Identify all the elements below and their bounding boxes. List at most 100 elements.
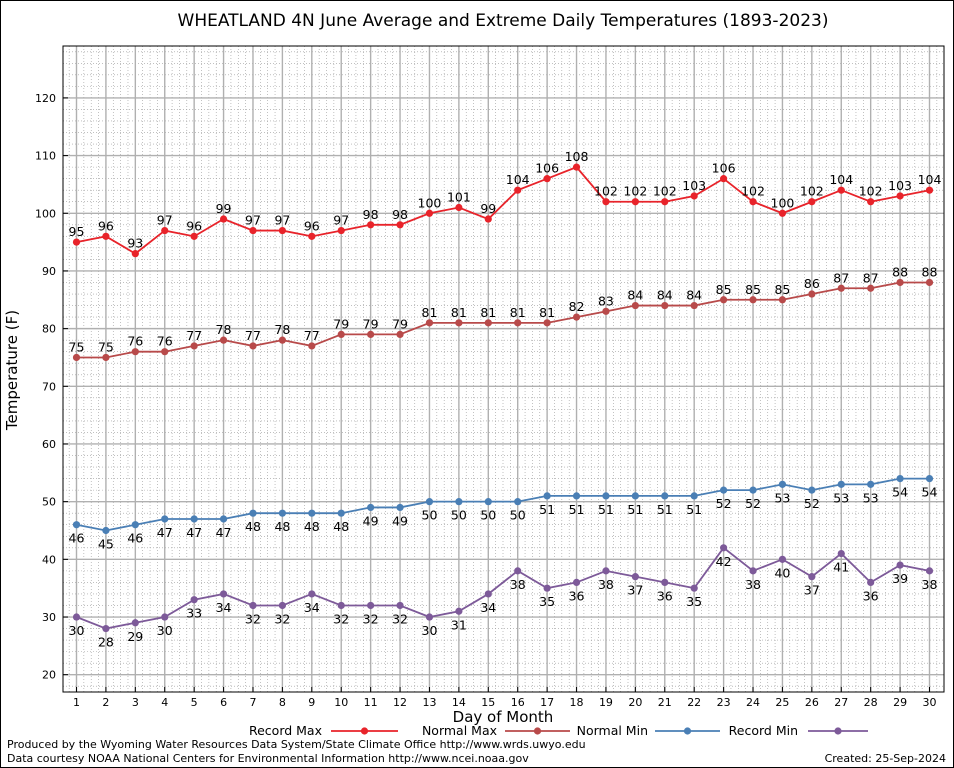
normal-min-point (455, 498, 463, 506)
normal-max-point (661, 301, 669, 310)
record-max-data-label: 99 (216, 201, 232, 216)
normal-max-data-label: 82 (569, 299, 585, 314)
record-min-data-label: 41 (833, 560, 849, 575)
record-max-data-label: 101 (447, 190, 471, 205)
record-max-point (572, 163, 581, 171)
record-min-point (249, 601, 257, 610)
record-min-point (72, 613, 81, 621)
record-max-data-label: 100 (771, 195, 795, 210)
normal-min-point (367, 503, 375, 512)
normal-min-point (808, 486, 816, 494)
x-tick-label: 3 (132, 696, 139, 709)
normal-min-point (925, 474, 934, 483)
normal-max-data-label: 86 (804, 276, 820, 291)
normal-max-data-label: 75 (98, 339, 114, 354)
record-min-point (925, 567, 934, 575)
normal-min-data-label: 51 (539, 502, 555, 517)
record-min-point (808, 573, 816, 581)
record-min-point (543, 584, 551, 592)
record-min-point (278, 601, 286, 610)
normal-max-point (131, 348, 139, 356)
normal-min-data-label: 51 (657, 502, 673, 517)
record-max-point (778, 209, 787, 217)
normal-max-point (925, 278, 934, 287)
normal-max-point (484, 319, 492, 327)
legend-marker-normal-max (533, 727, 542, 735)
record-min-point (102, 624, 110, 633)
record-min-data-label: 36 (569, 588, 585, 603)
record-max-point (425, 209, 434, 217)
record-min-data-label: 29 (127, 629, 143, 644)
record-max-data-label: 102 (653, 184, 677, 199)
record-max-point (455, 203, 463, 212)
record-max-data-label: 93 (127, 236, 143, 251)
normal-max-data-label: 83 (598, 293, 614, 308)
record-min-point (778, 555, 787, 563)
record-max-data-label: 99 (480, 201, 496, 216)
record-min-data-label: 42 (716, 554, 732, 569)
record-max-data-label: 104 (829, 172, 853, 187)
normal-max-data-label: 84 (627, 288, 643, 303)
normal-min-point (631, 492, 639, 500)
y-tick-label: 80 (42, 323, 56, 336)
record-max-data-label: 102 (594, 184, 618, 199)
record-min-data-label: 36 (657, 588, 673, 603)
normal-min-data-label: 47 (216, 525, 232, 540)
normal-max-data-label: 88 (922, 264, 938, 279)
normal-min-data-label: 53 (774, 490, 790, 505)
normal-min-data-label: 51 (598, 502, 614, 517)
x-tick-label: 22 (687, 696, 701, 709)
record-min-data-label: 38 (745, 577, 761, 592)
record-min-point (631, 573, 639, 581)
x-tick-label: 12 (393, 696, 407, 709)
normal-max-point (543, 319, 551, 327)
x-tick-label: 15 (481, 696, 495, 709)
x-tick-label: 11 (364, 696, 378, 709)
normal-min-point (219, 515, 228, 523)
normal-max-data-label: 77 (304, 328, 320, 343)
x-tick-label: 2 (102, 696, 109, 709)
record-min-data-label: 38 (922, 577, 938, 592)
record-min-data-label: 32 (333, 611, 349, 626)
x-tick-label: 23 (717, 696, 731, 709)
normal-max-data-label: 79 (363, 316, 379, 331)
normal-max-data-label: 79 (333, 316, 349, 331)
normal-min-data-label: 46 (69, 531, 85, 546)
normal-min-point (514, 498, 522, 506)
y-tick-label: 110 (35, 150, 56, 163)
record-max-data-label: 98 (392, 207, 408, 222)
normal-min-point (543, 492, 551, 500)
record-max-data-label: 97 (333, 213, 349, 228)
plot-area (62, 45, 945, 693)
record-max-point (161, 226, 169, 235)
record-min-point (190, 596, 198, 604)
normal-max-data-label: 81 (480, 305, 496, 320)
normal-max-point (749, 296, 757, 304)
record-min-data-label: 40 (774, 565, 790, 580)
y-axis-label: Temperature (F) (3, 310, 21, 431)
x-tick-label: 28 (864, 696, 878, 709)
normal-max-data-label: 77 (186, 328, 202, 343)
normal-min-point (896, 474, 904, 483)
record-min-data-label: 37 (627, 583, 643, 598)
normal-min-point (484, 498, 492, 506)
y-axis-ticks: 20 30 40 50 60 70 80 90 100 110 120 (35, 92, 68, 682)
normal-max-point (778, 296, 787, 304)
record-min-point (425, 613, 434, 621)
normal-min-data-label: 51 (627, 502, 643, 517)
normal-min-point (690, 492, 698, 500)
record-max-data-label: 96 (98, 218, 114, 233)
record-max-point (190, 232, 198, 240)
record-min-point (514, 567, 522, 575)
normal-max-point (102, 353, 110, 362)
normal-min-data-label: 49 (363, 513, 379, 528)
legend-label-normal-min: Normal Min (577, 723, 648, 738)
x-tick-label: 14 (452, 696, 466, 709)
normal-max-point (161, 348, 169, 356)
record-max-point (278, 226, 286, 235)
normal-max-data-label: 78 (274, 322, 290, 337)
legend-marker-record-min (834, 727, 842, 735)
legend-label-record-max: Record Max (249, 723, 322, 738)
x-tick-label: 8 (279, 696, 286, 709)
normal-max-point (425, 319, 434, 327)
